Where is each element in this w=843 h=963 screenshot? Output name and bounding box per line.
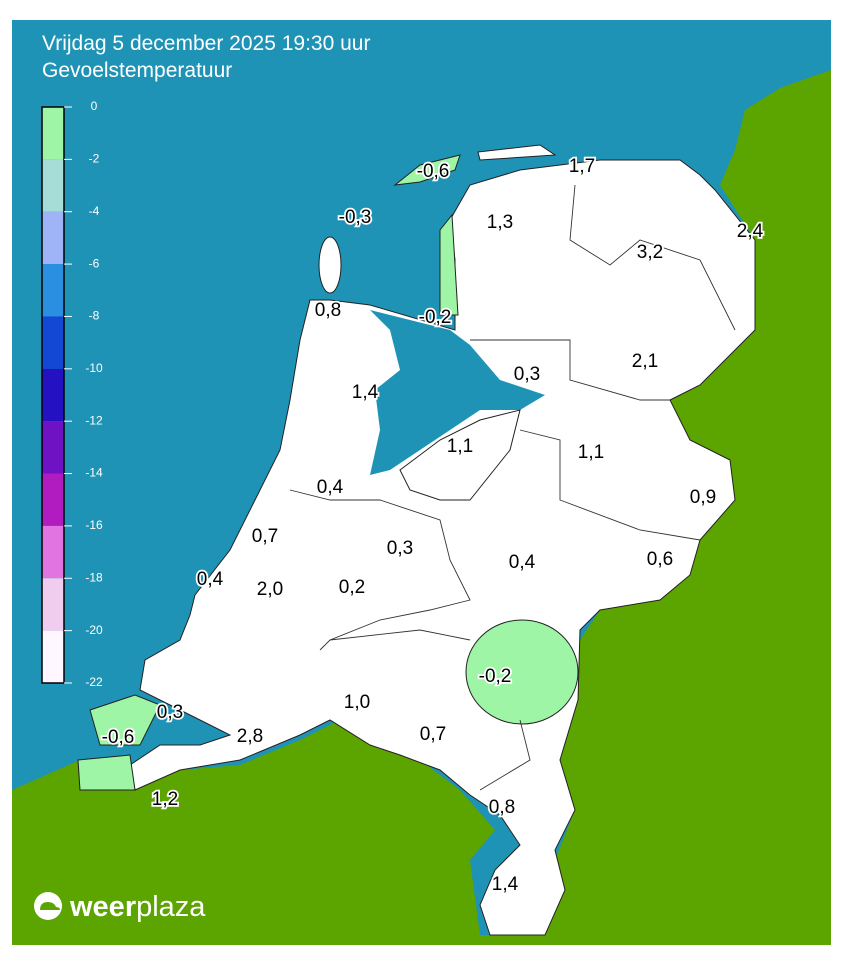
legend-swatch [42, 421, 64, 474]
legend-tick-label: -6 [89, 256, 100, 270]
legend-tick-label: -12 [85, 413, 103, 427]
legend-swatch [42, 107, 64, 160]
region-value: 0,3 [157, 702, 183, 723]
legend-tick-label: -4 [89, 204, 100, 218]
region-value: 2,0 [257, 579, 283, 600]
region-value: 1,0 [344, 692, 370, 713]
title: Vrijdag 5 december 2025 19:30 uur [42, 32, 370, 55]
region-value: 0,2 [339, 577, 365, 598]
texel [318, 236, 342, 294]
region-value: 0,7 [420, 724, 446, 745]
region-value: 2,1 [632, 351, 658, 372]
ijsselmeer [370, 310, 545, 475]
region-value: 0,4 [197, 569, 224, 590]
region-value: 1,4 [352, 382, 379, 403]
region-value: -0,2 [479, 666, 512, 687]
legend-tick-label: -22 [85, 675, 103, 689]
region-value: -0,3 [339, 207, 372, 228]
legend-swatch [42, 473, 64, 526]
region-border [479, 719, 531, 791]
region-value: 0,3 [514, 364, 540, 385]
region-value: 1,4 [492, 874, 519, 895]
region-border [329, 629, 471, 641]
region-value: 1,3 [487, 212, 513, 233]
zeeuws-vlaanderen [77, 754, 136, 791]
legend: 0 -2 -4 -6 -8 -10 -12 -14 -16 -18 -20 -22 [41, 99, 103, 689]
foreign-land [12, 70, 831, 945]
region-value: 0,3 [387, 538, 413, 559]
region-value: 1,1 [447, 436, 473, 457]
legend-tick-label: -14 [85, 466, 103, 480]
coastal-strip [439, 213, 459, 316]
region-value: 1,1 [578, 442, 604, 463]
region-value: 0,8 [315, 300, 341, 321]
legend-swatch [42, 630, 64, 683]
region-value: 3,2 [637, 242, 663, 263]
region-value: 2,8 [237, 726, 263, 747]
logo: weerplaza [34, 891, 206, 923]
region-border [289, 489, 471, 651]
region-value: 0,8 [489, 797, 515, 818]
legend-swatch [42, 264, 64, 317]
region-border [470, 339, 670, 401]
region-value: 0,9 [690, 487, 716, 508]
legend-tick-label: -8 [89, 309, 100, 323]
logo-cloud [40, 902, 60, 910]
region-value: 0,4 [509, 552, 536, 573]
region-value: -0,6 [417, 161, 450, 182]
legend-swatch [42, 525, 64, 579]
vlieland-terschelling [393, 154, 461, 186]
legend-frame [41, 106, 65, 684]
logo-text: weerplaza [69, 891, 206, 923]
region-value: 1,2 [152, 789, 178, 810]
region-value: -0,2 [419, 307, 452, 328]
legend-swatch [42, 368, 64, 422]
map-labels: -0,6 -0,3 1,7 1,3 2,4 3,2 0,8 -0,2 2,1 0,3 1,4 1,1 1… [100, 154, 766, 897]
logo-plaza: plaza [136, 891, 206, 923]
legend-swatch [42, 578, 64, 631]
logo-weer: weer [69, 891, 136, 923]
legend-tick-label: -18 [85, 570, 103, 584]
region-border [569, 184, 736, 331]
nijmegen-area [465, 619, 579, 725]
legend-tick-label: 0 [91, 99, 98, 113]
legend-swatch [42, 316, 64, 369]
flevoland [399, 409, 521, 501]
region-value: 0,7 [252, 526, 278, 547]
legend-tick-label: -16 [85, 518, 103, 532]
region-border [519, 429, 701, 541]
legend-swatch [42, 159, 64, 212]
region-value: -0,6 [102, 727, 135, 748]
ameland [477, 144, 557, 161]
region-value: 0,4 [317, 477, 344, 498]
region-value: 0,6 [647, 549, 673, 570]
region-value: 2,4 [737, 221, 764, 242]
legend-swatch [42, 211, 64, 265]
subtitle: Gevoelstemperatuur [42, 59, 232, 82]
region-value: 1,7 [569, 156, 595, 177]
legend-tick-label: -20 [85, 623, 103, 637]
legend-tick-label: -2 [89, 152, 100, 166]
zeeland-west [89, 694, 161, 746]
legend-tick-label: -10 [85, 361, 103, 375]
